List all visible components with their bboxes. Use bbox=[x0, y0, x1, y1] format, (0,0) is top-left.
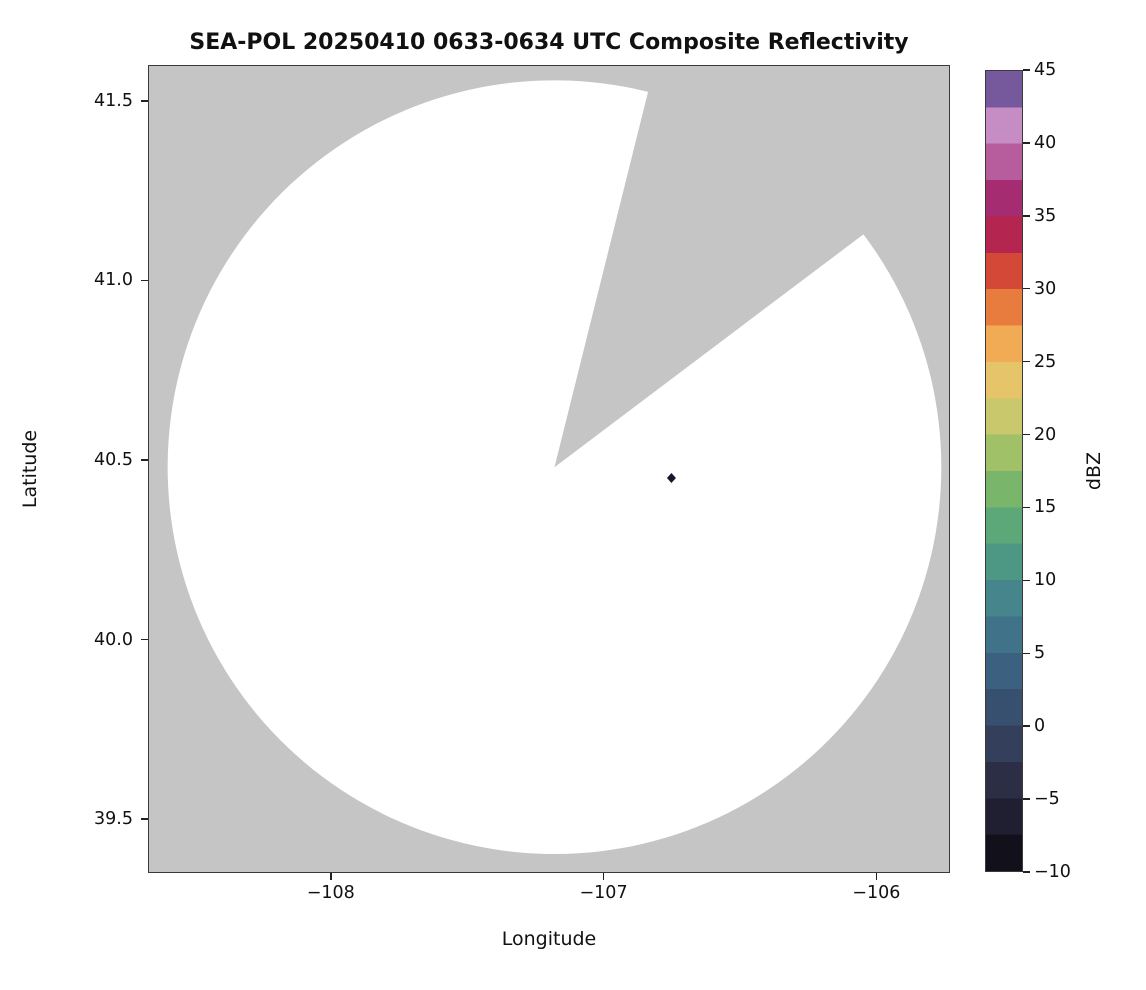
y-tick-label: 41.0 bbox=[94, 270, 133, 291]
y-axis-label: Latitude bbox=[19, 429, 41, 509]
y-tick-mark bbox=[141, 818, 148, 820]
y-tick-label: 40.5 bbox=[94, 450, 133, 471]
x-axis-label: Longitude bbox=[501, 928, 597, 950]
y-tick-mark bbox=[141, 459, 148, 461]
y-tick-label: 39.5 bbox=[94, 809, 133, 830]
colorbar-tick-mark bbox=[1023, 215, 1030, 217]
colorbar-tick-label: 0 bbox=[1034, 716, 1046, 737]
colorbar-tick-mark bbox=[1023, 287, 1030, 290]
colorbar-tick-mark bbox=[1023, 725, 1030, 727]
colorbar-tick-mark bbox=[1023, 360, 1030, 363]
colorbar-tick-mark bbox=[1023, 652, 1030, 655]
x-tick-mark bbox=[330, 873, 332, 880]
colorbar-tick-label: 25 bbox=[1034, 351, 1057, 372]
colorbar-tick-mark bbox=[1023, 142, 1030, 144]
colorbar-tick-label: 45 bbox=[1034, 60, 1057, 80]
colorbar-tick-label: 15 bbox=[1034, 497, 1057, 518]
plot-title: SEA-POL 20250410 0633-0634 UTC Composite… bbox=[189, 30, 909, 55]
colorbar bbox=[985, 70, 1023, 872]
colorbar-tick-label: 35 bbox=[1034, 205, 1057, 226]
x-tick-label: −108 bbox=[306, 883, 355, 903]
plot-area bbox=[148, 65, 950, 873]
colorbar-label: dBZ bbox=[1083, 451, 1105, 491]
y-tick-mark bbox=[141, 279, 148, 282]
colorbar-tick-label: 5 bbox=[1034, 643, 1046, 664]
x-tick-label: −107 bbox=[579, 883, 628, 903]
colorbar-tick-label: −5 bbox=[1034, 789, 1060, 810]
colorbar-tick-label: 30 bbox=[1034, 278, 1057, 299]
y-tick-label: 40.0 bbox=[94, 629, 133, 650]
colorbar-tick-label: 20 bbox=[1034, 424, 1057, 445]
colorbar-tick-label: 10 bbox=[1034, 570, 1057, 591]
colorbar-tick-mark bbox=[1023, 871, 1030, 873]
colorbar-tick-mark bbox=[1023, 798, 1030, 800]
radar-coverage-disk bbox=[167, 80, 942, 855]
y-tick-mark bbox=[141, 638, 148, 641]
colorbar-tick-mark bbox=[1023, 506, 1030, 509]
colorbar-tick-label: 40 bbox=[1034, 132, 1057, 153]
x-tick-label: −106 bbox=[852, 883, 901, 903]
x-tick-mark bbox=[602, 873, 605, 880]
radar-coverage-svg bbox=[167, 80, 942, 855]
colorbar-tick-mark bbox=[1023, 433, 1030, 436]
x-tick-mark bbox=[875, 873, 878, 880]
colorbar-tick-label: −10 bbox=[1034, 862, 1071, 882]
colorbar-tick-mark bbox=[1023, 69, 1030, 71]
y-tick-mark bbox=[141, 100, 148, 102]
colorbar-tick-mark bbox=[1023, 579, 1030, 582]
y-tick-label: 41.5 bbox=[94, 90, 133, 111]
